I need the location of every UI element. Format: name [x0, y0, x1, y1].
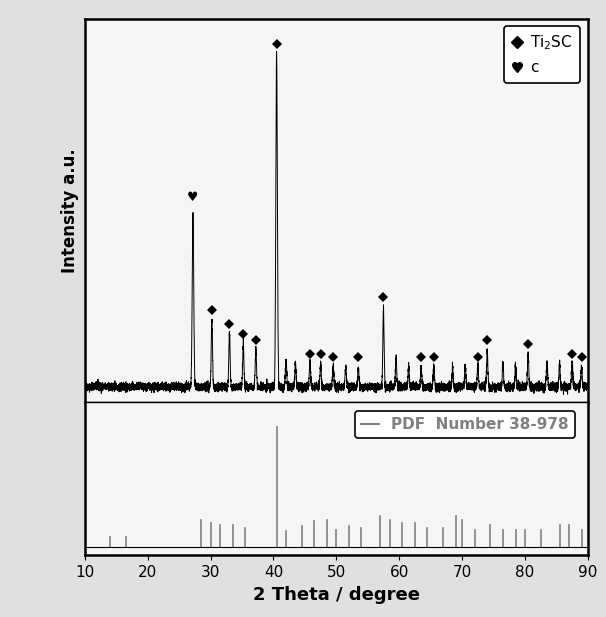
- Y-axis label: Intensity a.u.: Intensity a.u.: [61, 148, 79, 273]
- Legend: Ti$_2$SC, c: Ti$_2$SC, c: [504, 26, 580, 83]
- Legend: PDF  Number 38-978: PDF Number 38-978: [355, 411, 575, 438]
- Text: ♥: ♥: [187, 191, 199, 204]
- X-axis label: 2 Theta / degree: 2 Theta / degree: [253, 586, 420, 603]
